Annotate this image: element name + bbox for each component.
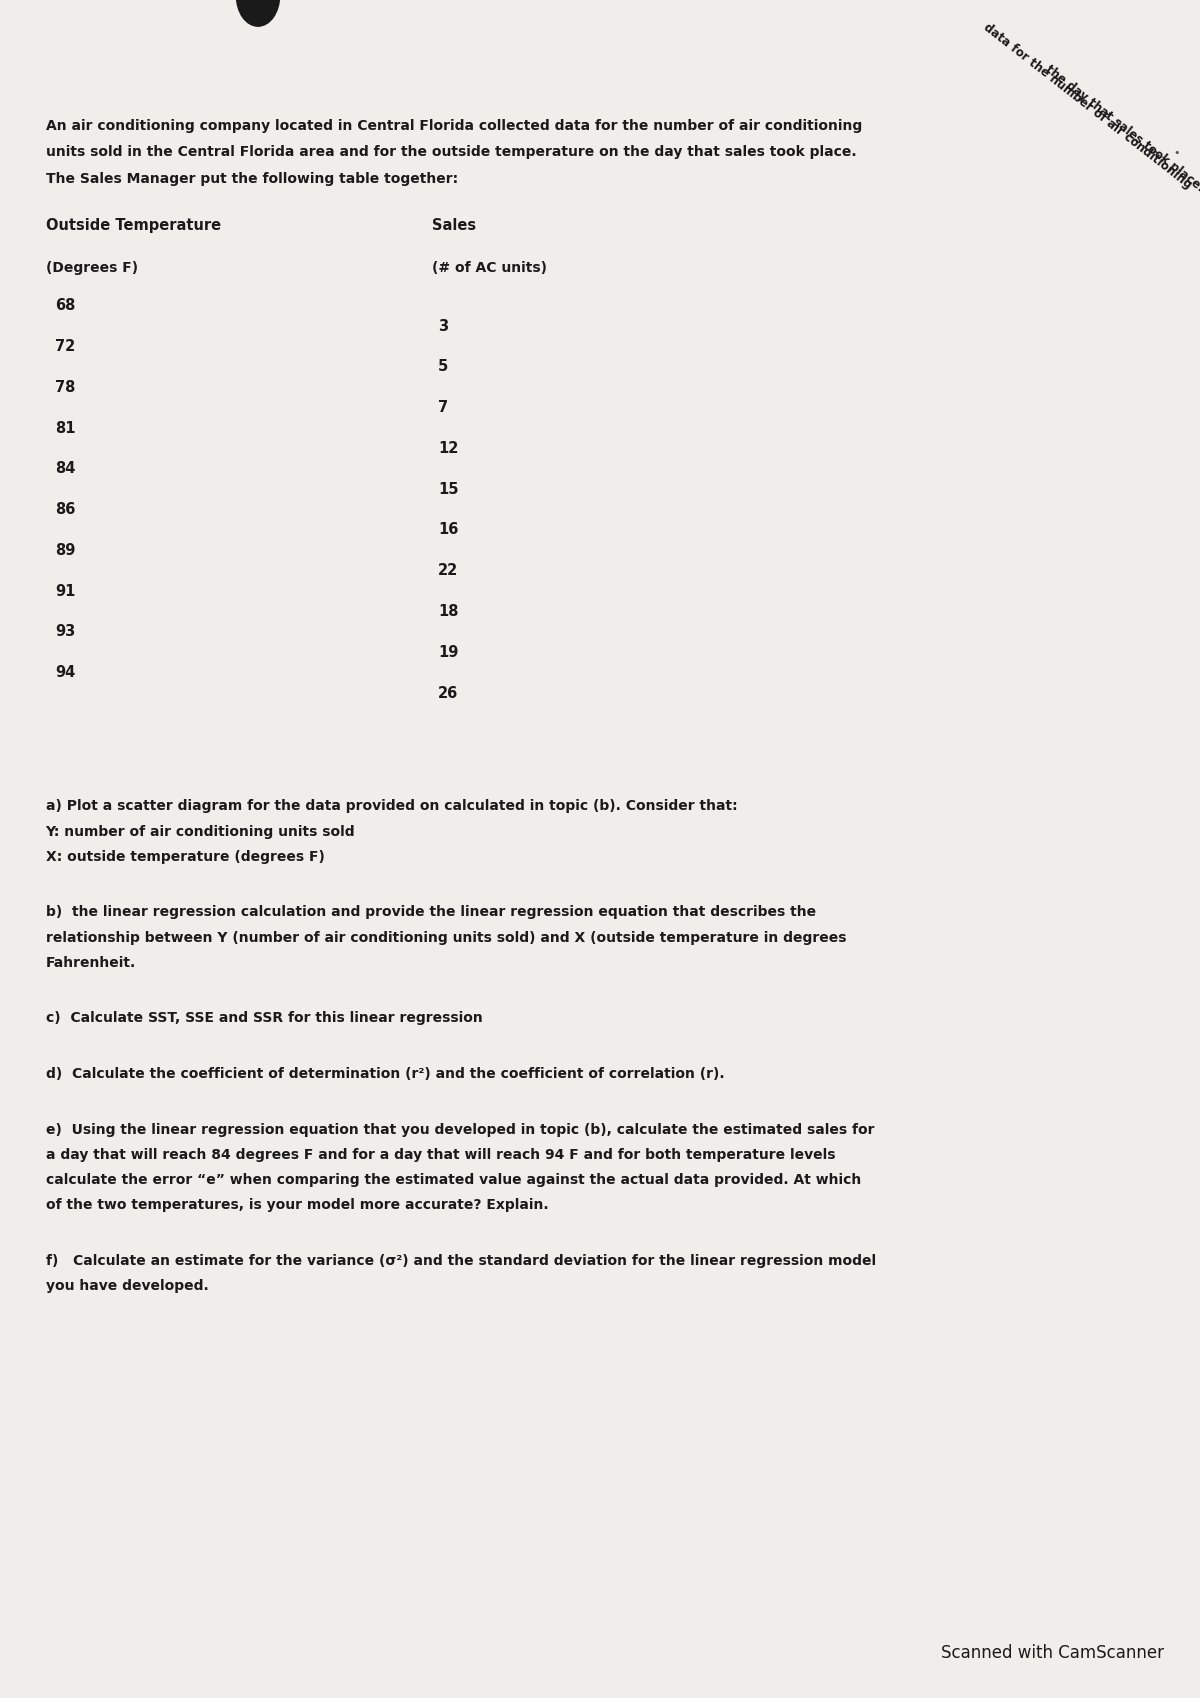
Text: 3: 3 (438, 319, 448, 333)
Text: An air conditioning company located in Central Florida collected data for the nu: An air conditioning company located in C… (46, 119, 862, 132)
Text: 22: 22 (438, 564, 458, 577)
Text: 94: 94 (55, 664, 76, 679)
Text: d)  Calculate the coefficient of determination (r²) and the coefficient of corre: d) Calculate the coefficient of determin… (46, 1066, 725, 1080)
Text: 86: 86 (55, 503, 76, 516)
Text: Sales: Sales (432, 217, 476, 233)
Text: b)  the linear regression calculation and provide the linear regression equation: b) the linear regression calculation and… (46, 905, 816, 919)
Text: 12: 12 (438, 441, 458, 455)
Text: f)   Calculate an estimate for the variance (σ²) and the standard deviation for : f) Calculate an estimate for the varianc… (46, 1253, 876, 1267)
Text: you have developed.: you have developed. (46, 1279, 209, 1292)
Text: a day that will reach 84 degrees F and for a day that will reach 94 F and for bo: a day that will reach 84 degrees F and f… (46, 1148, 835, 1161)
Text: the day that sales took place.: the day that sales took place. (1043, 63, 1200, 195)
Text: •: • (1174, 148, 1180, 158)
Text: Outside Temperature: Outside Temperature (46, 217, 221, 233)
Text: X: outside temperature (degrees F): X: outside temperature (degrees F) (46, 849, 324, 863)
Text: The Sales Manager put the following table together:: The Sales Manager put the following tabl… (46, 171, 457, 185)
Text: 19: 19 (438, 644, 458, 659)
Text: a) Plot a scatter diagram for the data provided on calculated in topic (b). Cons: a) Plot a scatter diagram for the data p… (46, 800, 737, 813)
Text: 84: 84 (55, 460, 76, 475)
Text: 15: 15 (438, 482, 458, 496)
Text: Fahrenheit.: Fahrenheit. (46, 954, 136, 970)
Text: 68: 68 (55, 299, 76, 312)
Text: e)  Using the linear regression equation that you developed in topic (b), calcul: e) Using the linear regression equation … (46, 1122, 874, 1136)
Text: 89: 89 (55, 543, 76, 557)
Text: 91: 91 (55, 582, 76, 598)
Text: Scanned with CamScanner: Scanned with CamScanner (941, 1642, 1164, 1661)
Text: 18: 18 (438, 603, 458, 618)
Text: 93: 93 (55, 623, 76, 638)
Text: calculate the error “e” when comparing the estimated value against the actual da: calculate the error “e” when comparing t… (46, 1173, 860, 1187)
Text: c)  Calculate SST, SSE and SSR for this linear regression: c) Calculate SST, SSE and SSR for this l… (46, 1010, 482, 1026)
Text: (# of AC units): (# of AC units) (432, 260, 547, 275)
Text: 72: 72 (55, 340, 76, 353)
Text: 7: 7 (438, 399, 448, 414)
Text: 16: 16 (438, 523, 458, 537)
Text: 26: 26 (438, 684, 458, 700)
Text: of the two temperatures, is your model more accurate? Explain.: of the two temperatures, is your model m… (46, 1197, 548, 1212)
Text: 78: 78 (55, 380, 76, 394)
Text: Y: number of air conditioning units sold: Y: number of air conditioning units sold (46, 824, 355, 839)
Text: units sold in the Central Florida area and for the outside temperature on the da: units sold in the Central Florida area a… (46, 144, 857, 160)
Text: 5: 5 (438, 360, 449, 374)
Text: data for the number of air conditioning: data for the number of air conditioning (980, 20, 1194, 190)
Text: 81: 81 (55, 421, 76, 435)
Text: (Degrees F): (Degrees F) (46, 260, 138, 275)
Circle shape (236, 0, 280, 27)
Text: relationship between Y (number of air conditioning units sold) and X (outside te: relationship between Y (number of air co… (46, 931, 846, 944)
